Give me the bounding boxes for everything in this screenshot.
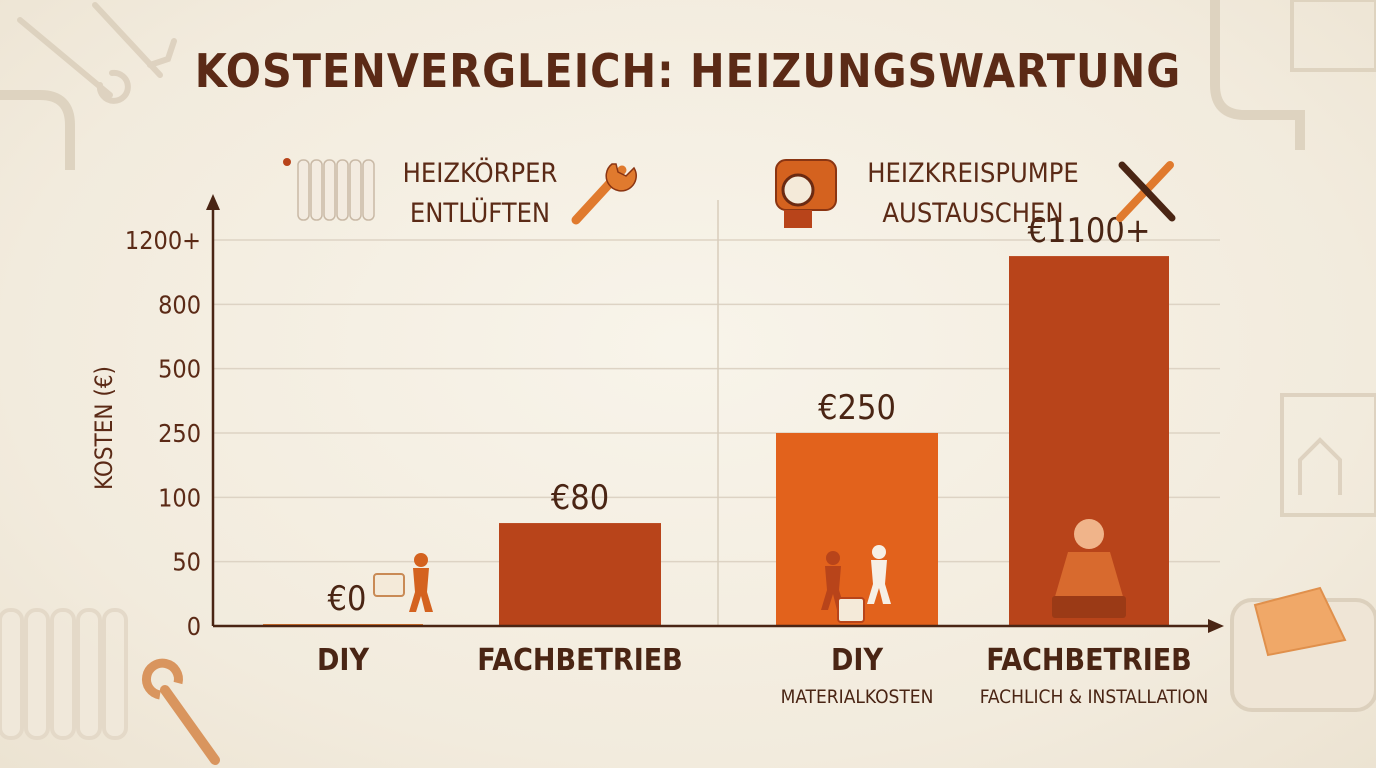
y-tick-label: 800: [158, 290, 201, 319]
x-axis-arrow: [1208, 619, 1224, 633]
axes: [206, 194, 1224, 633]
radiator-valve-icon: [283, 158, 291, 166]
worker-figure-icon: [826, 551, 840, 565]
worker-figure-icon: [867, 560, 891, 604]
toolbox-icon: [1052, 596, 1126, 618]
y-axis-label: KOSTEN (€): [90, 366, 118, 490]
x-category-label: FACHBETRIEB: [986, 643, 1192, 678]
x-category-sublabel: FACHLICH & INSTALLATION: [980, 686, 1209, 708]
y-tick-label: 50: [172, 548, 201, 577]
bar-value-label: €250: [818, 388, 896, 428]
x-category-label: FACHBETRIEB: [477, 643, 683, 678]
pump-icon: [784, 210, 812, 228]
bars: [263, 256, 1169, 626]
background-wrench-icon: [17, 2, 177, 104]
group-header-label: ENTLÜFTEN: [410, 197, 550, 229]
radiator-icon: [310, 159, 323, 221]
x-category-label: DIY: [317, 643, 369, 678]
y-tick-label: 250: [158, 419, 201, 448]
chart-title: KOSTENVERGLEICH: HEIZUNGSWARTUNG: [194, 44, 1182, 98]
wrench-icon: [605, 163, 637, 192]
bar-value-label: €0: [328, 579, 367, 619]
bar-value-label: €80: [551, 478, 609, 518]
worker-figure-icon: [414, 553, 428, 567]
background-pipe-icon: [0, 0, 1305, 170]
radiator-icon: [837, 597, 865, 623]
background-sofa-icon: [1230, 586, 1376, 712]
radiator-icon: [373, 573, 405, 597]
x-category-label: DIY: [831, 643, 883, 678]
background-frame-icon: [1280, 0, 1376, 517]
y-axis-ticks: 0 50 100 250 500 800 1200+: [125, 226, 201, 641]
group-headers: HEIZKÖRPER ENTLÜFTEN HEIZKREISPUMPE AUSTAUS…: [283, 157, 1176, 229]
bar: [776, 433, 938, 626]
group-header-label: HEIZKÖRPER: [403, 157, 558, 189]
radiator-icon: [362, 159, 375, 221]
worker-figure-icon: [409, 568, 433, 612]
y-tick-label: 1200+: [125, 226, 201, 255]
radiator-icon: [349, 159, 362, 221]
technician-figure-icon: [1074, 519, 1104, 549]
crossed-wrench-icon: [1118, 161, 1176, 222]
radiator-icon: [323, 159, 336, 221]
y-axis-arrow: [206, 194, 220, 210]
background-radiator-icon: [0, 608, 128, 740]
radiator-icon: [336, 159, 349, 221]
bar-value-label: €1100+: [1028, 211, 1151, 251]
worker-figure-icon: [872, 545, 886, 559]
y-tick-label: 100: [158, 483, 201, 512]
bar: [499, 523, 661, 626]
background-orange-wrench-icon: [141, 658, 220, 765]
group-header-label: AUSTAUSCHEN: [882, 198, 1063, 229]
technician-figure-icon: [1054, 552, 1124, 600]
x-category-sublabel: MATERIALKOSTEN: [781, 686, 934, 708]
y-tick-label: 500: [158, 355, 201, 384]
bar-labels: €0 DIY €80 FACHBETRIEB €250 DIY MATERIALKOSTEN…: [317, 211, 1208, 708]
pump-icon: [781, 173, 815, 207]
group-header-label: HEIZKREISPUMPE: [867, 158, 1079, 189]
radiator-icon: [297, 159, 310, 221]
y-tick-label: 0: [187, 612, 201, 641]
